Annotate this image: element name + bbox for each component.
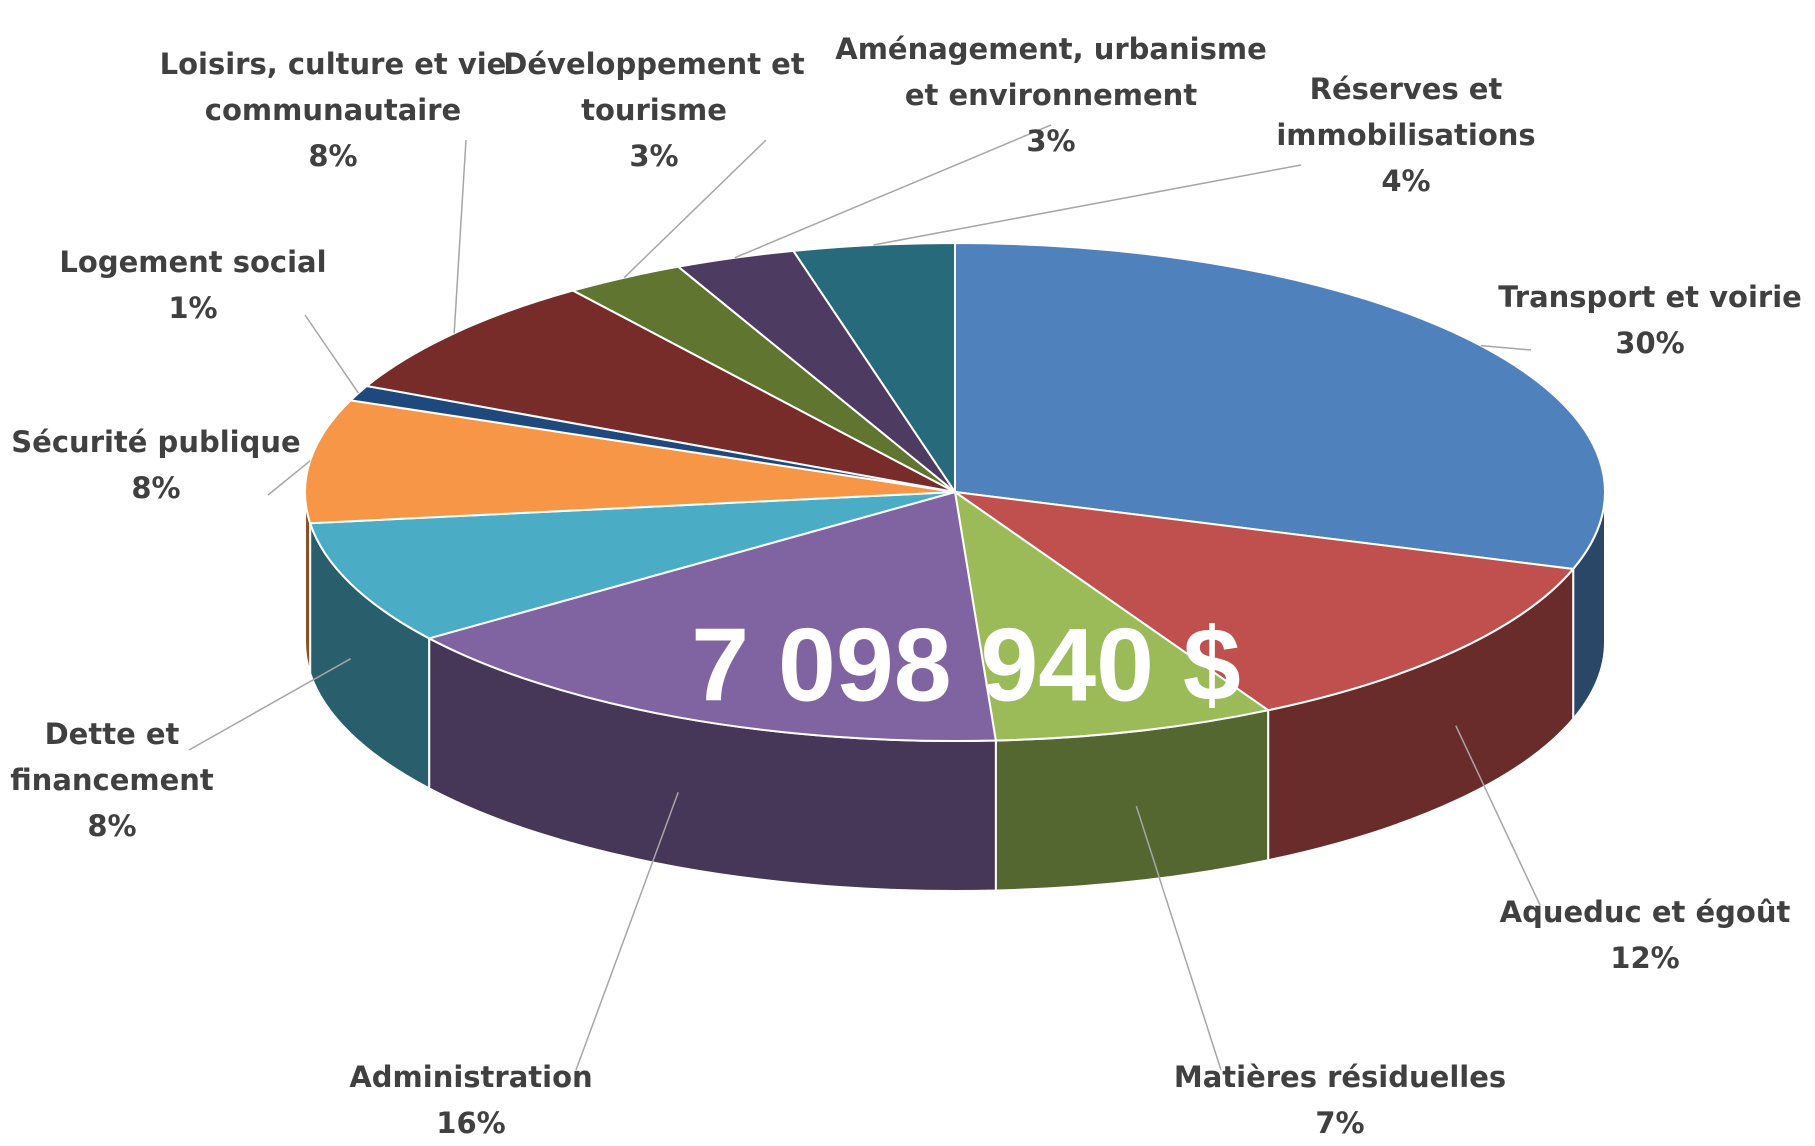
category-name: Administration (349, 1060, 593, 1094)
value-label: 16% (436, 1106, 506, 1140)
value-label: 1% (168, 291, 218, 325)
leader-line (267, 460, 311, 496)
value-label: 7% (1315, 1106, 1365, 1140)
slice-label: Aqueduc et égoût 12% (1495, 889, 1795, 981)
value-label: 12% (1610, 941, 1680, 975)
leader-line (1455, 725, 1541, 906)
slice-label: Dette et financement 8% (2, 711, 222, 849)
slice-label: Réserves et immobilisations 4% (1256, 66, 1556, 204)
value-label: 3% (629, 139, 679, 173)
leader-line (304, 314, 360, 394)
category-name: Loisirs, culture et vie communautaire (159, 47, 507, 127)
category-name: Matières résiduelles (1173, 1060, 1507, 1094)
leader-line (873, 164, 1302, 246)
value-label: 8% (308, 139, 358, 173)
category-name: Aménagement, urbanisme et environnement (835, 32, 1267, 112)
slice-label: Logement social 1% (33, 239, 353, 331)
category-name: Transport et voirie (1498, 280, 1802, 314)
value-label: 30% (1615, 326, 1685, 360)
value-label: 8% (131, 471, 181, 505)
leader-line (734, 124, 1052, 259)
leader-line (453, 139, 467, 334)
slice-label: Transport et voirie 30% (1480, 274, 1815, 366)
slice-label: Sécurité publique 8% (0, 419, 316, 511)
value-label: 3% (1026, 124, 1076, 158)
category-name: Réserves et immobilisations (1276, 72, 1536, 152)
category-name: Sécurité publique (11, 425, 301, 459)
slice-label: Administration 16% (321, 1054, 621, 1146)
total-annotation: 7 098 940 $ (691, 607, 1241, 724)
slice (954, 491, 1576, 712)
leader-line (188, 658, 352, 751)
leader-line (1135, 805, 1222, 1071)
slice-label: Développement et tourisme 3% (494, 41, 814, 179)
slice-label: Aménagement, urbanisme et environnement 3… (831, 26, 1271, 164)
slice-label: Matières résiduelles 7% (1170, 1054, 1510, 1146)
slice (426, 490, 997, 742)
value-label: 8% (87, 809, 137, 843)
category-name: Aqueduc et égoût (1499, 895, 1791, 929)
value-label: 4% (1381, 164, 1431, 198)
slice (953, 489, 1271, 742)
slice (364, 289, 956, 493)
slice-label: Loisirs, culture et vie communautaire 8% (143, 41, 523, 179)
leader-line (1480, 344, 1532, 351)
category-name: Logement social (59, 245, 327, 279)
leader-line (575, 792, 679, 1071)
category-name: Dette et financement (10, 717, 214, 797)
slice (308, 491, 956, 640)
category-name: Développement et tourisme (503, 47, 805, 127)
leader-line (623, 139, 767, 279)
